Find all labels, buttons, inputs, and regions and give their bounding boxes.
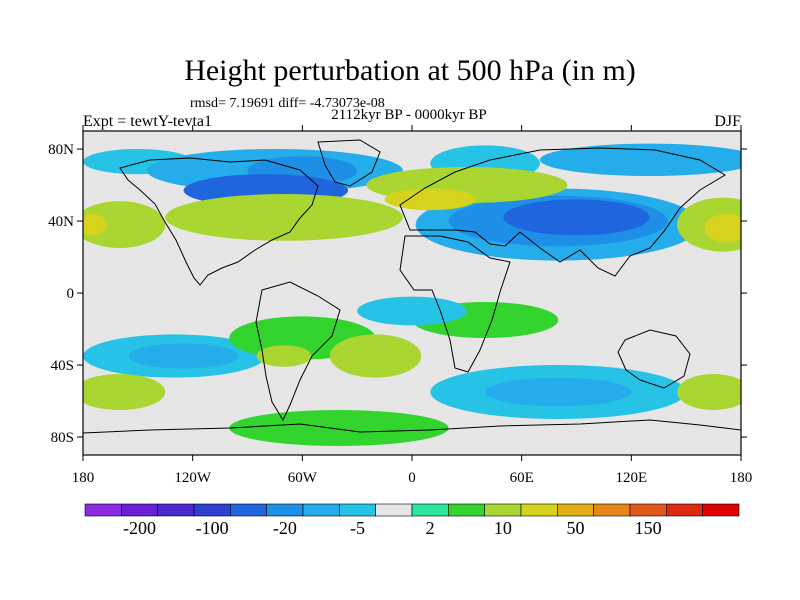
field-blob (83, 201, 166, 248)
colorbar-label: -5 (350, 518, 365, 538)
colorbar-label: -20 (273, 518, 297, 538)
colorbar-swatch (157, 503, 195, 517)
colorbar-swatch (520, 503, 558, 517)
colorbar-swatch (302, 503, 340, 517)
field-blob (704, 213, 741, 243)
colorbar-swatch (666, 503, 703, 517)
x-tick-label: 120W (174, 470, 212, 486)
field-blob (384, 188, 476, 211)
x-tick-label: 180 (730, 470, 753, 486)
field-blob (677, 374, 741, 410)
colorbar-swatch (484, 503, 522, 517)
colorbar-swatch (193, 503, 231, 517)
colorbar-swatch (266, 503, 304, 517)
subtitle: 2112kyr BP - 0000kyr BP (331, 107, 487, 123)
right-label: DJF (714, 113, 741, 130)
contour-fills (83, 143, 741, 446)
y-tick-label: 80N (48, 142, 74, 158)
x-tick-label: 0 (408, 470, 416, 486)
field-blob (165, 194, 403, 241)
x-tick-label: 60E (510, 470, 534, 486)
colorbar-swatch (702, 503, 740, 517)
colorbar-swatch (557, 503, 594, 517)
colorbar-swatch (411, 503, 449, 517)
colorbar-swatch (375, 503, 413, 517)
colorbar-swatch (339, 503, 376, 517)
field-blob (485, 377, 632, 407)
x-axis: 180 120W 60W 0 60E 120E 180 (72, 125, 753, 486)
y-axis: 80N 40N 0 40S 80S (48, 142, 747, 446)
coast-eurasia (399, 147, 726, 277)
x-tick-label: 180 (72, 470, 95, 486)
colorbar-label: 50 (567, 518, 585, 538)
field-blob (357, 296, 467, 326)
coastlines (83, 139, 741, 434)
colorbar-swatch (84, 503, 122, 517)
field-blob (83, 213, 107, 236)
x-tick-label: 60W (288, 470, 318, 486)
x-tick-label: 120E (615, 470, 647, 486)
coast-south-america (255, 281, 341, 422)
y-tick-label: 0 (67, 286, 75, 302)
field-blob (256, 345, 312, 367)
colorbar-swatch (593, 503, 631, 517)
field-blob (503, 199, 650, 236)
colorbar-labels: -200 -100 -20 -5 2 10 50 150 (123, 518, 662, 538)
colorbar-label: 2 (426, 518, 435, 538)
colorbar-swatch (230, 503, 267, 517)
coast-africa (399, 235, 511, 373)
colorbar-swatch (448, 503, 485, 517)
coast-north-america (119, 157, 319, 286)
chart-title: Height perturbation at 500 hPa (in m) (184, 54, 636, 87)
field-blob (83, 374, 166, 410)
field-blob (229, 410, 449, 446)
colorbar-label: 10 (494, 518, 512, 538)
y-tick-label: 40S (51, 358, 74, 374)
colorbar-label: -200 (123, 518, 156, 538)
coast-greenland (317, 139, 381, 187)
map-panel (83, 131, 741, 455)
coast-australia (617, 329, 691, 389)
field-blob (539, 143, 741, 176)
coast-antarctica (83, 419, 741, 434)
field-blob (329, 334, 422, 378)
colorbar (84, 503, 740, 517)
y-tick-label: 40N (48, 214, 74, 230)
y-tick-label: 80S (51, 430, 74, 446)
left-label: Expt = tewtY-tevta1 (83, 113, 212, 130)
colorbar-label: 150 (635, 518, 662, 538)
field-blob (128, 343, 239, 369)
stats-line: rmsd= 7.19691 diff= -4.73073e-08 (190, 96, 385, 111)
colorbar-swatch (629, 503, 667, 517)
colorbar-swatch (121, 503, 158, 517)
colorbar-label: -100 (196, 518, 229, 538)
